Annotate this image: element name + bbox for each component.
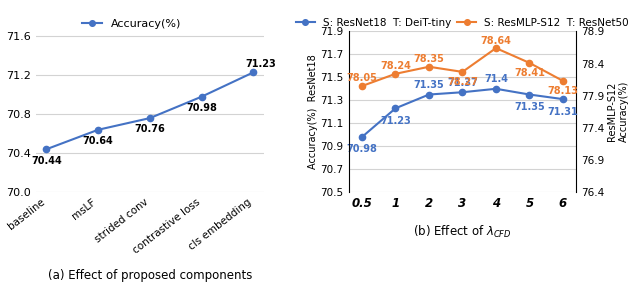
S: ResNet18  T: DeiT-tiny: (3, 71.4): ResNet18 T: DeiT-tiny: (3, 71.4) — [459, 90, 467, 94]
Accuracy(%) — [42, 147, 50, 151]
S: ResNet18  T: DeiT-tiny: (0, 71): ResNet18 T: DeiT-tiny: (0, 71) — [358, 135, 366, 139]
S: ResNet18  T: DeiT-tiny: (1, 71.2): ResNet18 T: DeiT-tiny: (1, 71.2) — [392, 107, 399, 110]
Text: 78.35: 78.35 — [413, 54, 444, 64]
Text: 70.98: 70.98 — [186, 103, 217, 113]
X-axis label: (a) Effect of proposed components: (a) Effect of proposed components — [48, 270, 252, 283]
Line: S: ResMLP-S12  T: ResNet50: S: ResMLP-S12 T: ResNet50 — [359, 45, 566, 89]
S: ResNet18  T: DeiT-tiny: (6, 71.3): ResNet18 T: DeiT-tiny: (6, 71.3) — [559, 97, 567, 101]
Text: 70.44: 70.44 — [31, 156, 62, 166]
Text: 78.13: 78.13 — [548, 86, 579, 96]
Text: 78.27: 78.27 — [447, 77, 478, 87]
Text: 70.98: 70.98 — [346, 145, 378, 154]
Line: S: ResNet18  T: DeiT-tiny: S: ResNet18 T: DeiT-tiny — [359, 86, 566, 140]
Text: 71.31: 71.31 — [548, 107, 579, 117]
Y-axis label: ResMLP-S12
Accuracy(%): ResMLP-S12 Accuracy(%) — [607, 81, 629, 143]
Legend: S: ResNet18  T: DeiT-tiny, S: ResMLP-S12  T: ResNet50: S: ResNet18 T: DeiT-tiny, S: ResMLP-S12 … — [292, 14, 634, 33]
Text: 71.37: 71.37 — [447, 78, 478, 88]
Legend: Accuracy(%): Accuracy(%) — [77, 14, 186, 33]
S: ResNet18  T: DeiT-tiny: (4, 71.4): ResNet18 T: DeiT-tiny: (4, 71.4) — [492, 87, 500, 90]
Text: 78.05: 78.05 — [346, 73, 378, 84]
Y-axis label: Accuracy(%)  ResNet18: Accuracy(%) ResNet18 — [308, 54, 317, 169]
Text: 70.64: 70.64 — [83, 136, 113, 146]
Text: 70.76: 70.76 — [134, 124, 165, 134]
Text: 71.23: 71.23 — [246, 59, 276, 69]
S: ResMLP-S12  T: ResNet50: (3, 78.3): ResMLP-S12 T: ResNet50: (3, 78.3) — [459, 70, 467, 74]
Text: 78.41: 78.41 — [514, 68, 545, 78]
Accuracy(%) — [146, 116, 154, 120]
Accuracy(%) — [94, 128, 102, 132]
S: ResNet18  T: DeiT-tiny: (2, 71.3): ResNet18 T: DeiT-tiny: (2, 71.3) — [425, 93, 433, 96]
S: ResMLP-S12  T: ResNet50: (0, 78): ResMLP-S12 T: ResNet50: (0, 78) — [358, 84, 366, 88]
Accuracy(%) — [198, 95, 205, 98]
S: ResMLP-S12  T: ResNet50: (4, 78.6): ResMLP-S12 T: ResNet50: (4, 78.6) — [492, 46, 500, 50]
Text: 78.24: 78.24 — [380, 61, 411, 71]
S: ResNet18  T: DeiT-tiny: (5, 71.3): ResNet18 T: DeiT-tiny: (5, 71.3) — [525, 93, 533, 96]
Accuracy(%) — [250, 71, 257, 74]
S: ResMLP-S12  T: ResNet50: (2, 78.3): ResMLP-S12 T: ResNet50: (2, 78.3) — [425, 65, 433, 69]
Text: 71.4: 71.4 — [484, 74, 508, 84]
Text: 78.64: 78.64 — [481, 35, 511, 46]
S: ResMLP-S12  T: ResNet50: (1, 78.2): ResMLP-S12 T: ResNet50: (1, 78.2) — [392, 72, 399, 75]
Text: 71.35: 71.35 — [413, 80, 444, 90]
S: ResMLP-S12  T: ResNet50: (5, 78.4): ResMLP-S12 T: ResNet50: (5, 78.4) — [525, 61, 533, 65]
X-axis label: (b) Effect of $\lambda_{CFD}$: (b) Effect of $\lambda_{CFD}$ — [413, 224, 512, 240]
S: ResMLP-S12  T: ResNet50: (6, 78.1): ResMLP-S12 T: ResNet50: (6, 78.1) — [559, 79, 567, 83]
Text: 71.35: 71.35 — [514, 102, 545, 112]
Text: 71.23: 71.23 — [380, 116, 411, 126]
Line: Accuracy(%): Accuracy(%) — [44, 69, 257, 152]
